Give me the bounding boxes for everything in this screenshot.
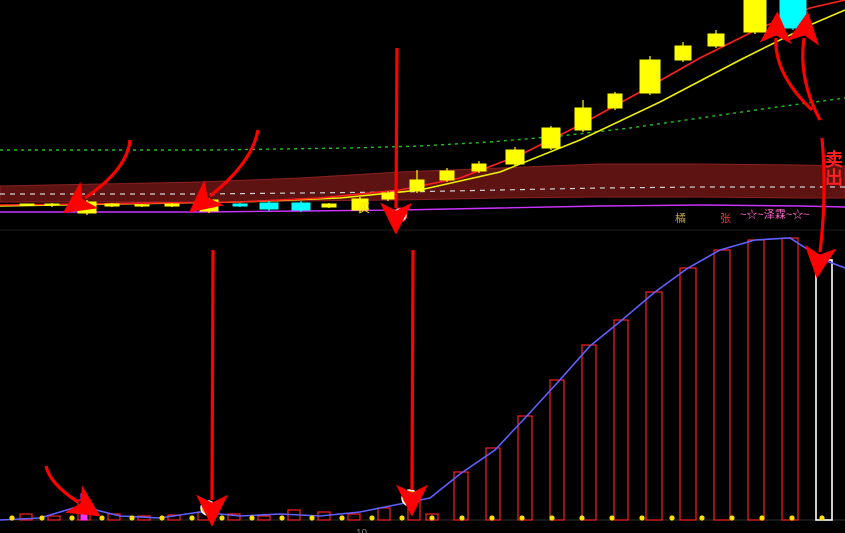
dot-marker: [69, 515, 74, 520]
indicator-label: 张: [720, 212, 731, 225]
candle-body: [542, 128, 560, 148]
candle-body: [410, 180, 424, 191]
dot-marker: [819, 515, 824, 520]
dot-marker: [159, 515, 164, 520]
dot-marker: [9, 515, 14, 520]
signal-ring-icon: [402, 490, 418, 506]
candle-body: [78, 202, 96, 213]
watermark-text: ~☆~泽霖~☆~: [740, 206, 810, 222]
axis-tick-label: 10: [356, 528, 367, 533]
candle-body: [472, 164, 486, 171]
candle-body: [105, 204, 119, 206]
dot-marker: [489, 515, 494, 520]
candle-body: [322, 204, 336, 207]
candle-body: [233, 204, 247, 206]
dot-marker: [369, 515, 374, 520]
candle-body: [780, 0, 806, 28]
dot-marker: [279, 515, 284, 520]
dot-marker: [519, 515, 524, 520]
dot-marker: [219, 515, 224, 520]
annotation-arrow: [212, 250, 213, 500]
candle-body: [440, 171, 454, 180]
dot-marker: [729, 515, 734, 520]
dot-marker: [99, 515, 104, 520]
candle-body: [708, 34, 724, 46]
dot-marker: [549, 515, 554, 520]
dot-marker: [39, 515, 44, 520]
candle-body: [20, 204, 34, 205]
candle-body: [382, 193, 394, 199]
candle-body: [608, 94, 622, 108]
dot-marker: [249, 515, 254, 520]
candle-body: [575, 108, 591, 130]
candle-body: [200, 200, 218, 211]
dot-marker: [609, 515, 614, 520]
candle-body: [135, 205, 149, 206]
annotation-arrow: [396, 48, 397, 208]
candle-body: [292, 203, 310, 210]
candle-body: [744, 0, 766, 32]
chart-svg: 买橘张: [0, 0, 845, 533]
dot-marker: [669, 515, 674, 520]
sell-label: 卖出: [820, 150, 845, 186]
dot-marker: [639, 515, 644, 520]
dot-marker: [579, 515, 584, 520]
dot-marker: [399, 515, 404, 520]
dot-marker: [429, 515, 434, 520]
buy-label: 买: [358, 201, 370, 215]
indicator-label: 橘: [675, 212, 686, 225]
dot-marker: [789, 515, 794, 520]
candle-body: [675, 46, 691, 60]
dot-marker: [129, 515, 134, 520]
candle-body: [506, 150, 524, 164]
dot-marker: [189, 515, 194, 520]
dot-marker: [309, 515, 314, 520]
candle-body: [640, 60, 660, 93]
candle-body: [260, 203, 278, 209]
dot-marker: [699, 515, 704, 520]
annotation-arrow: [412, 250, 413, 490]
candle-body: [45, 204, 59, 205]
candle-body: [165, 204, 179, 206]
dot-marker: [339, 515, 344, 520]
dot-marker: [459, 515, 464, 520]
signal-ring-icon: [201, 501, 215, 515]
dot-marker: [759, 515, 764, 520]
